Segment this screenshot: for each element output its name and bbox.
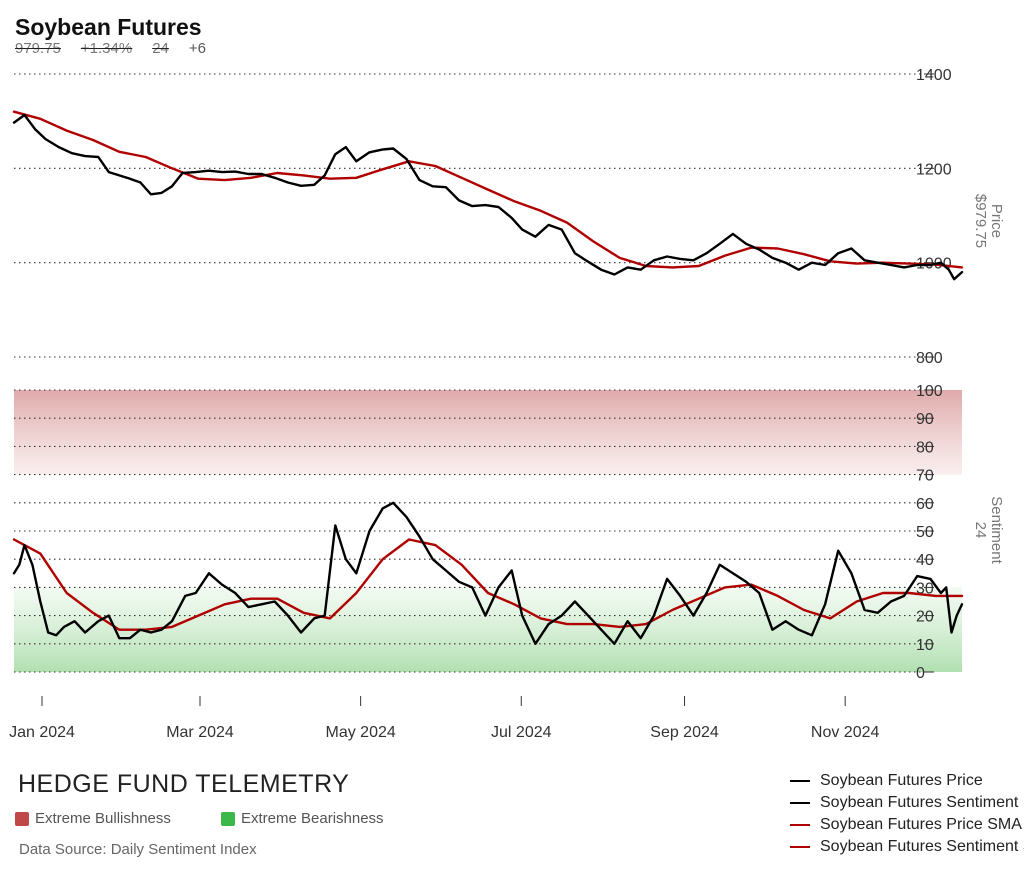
sentiment-tick-label: 60: [916, 496, 934, 513]
stat-sentiment: 24: [152, 40, 169, 57]
bullish-zone: [14, 390, 962, 475]
legend-item-sentiment[interactable]: Soybean Futures Sentiment: [790, 792, 1024, 814]
sentiment-tick-label: 0: [916, 665, 925, 682]
price-tick-label: 800: [916, 350, 943, 367]
bullish-swatch: [15, 811, 29, 826]
bearish-zone: [14, 587, 962, 672]
bearish-swatch: [221, 811, 235, 826]
series-legend: Soybean Futures Price Soybean Futures Se…: [790, 770, 1024, 858]
x-tick-label: Nov 2024: [811, 724, 880, 741]
stat-change: +1.34%: [80, 40, 133, 57]
x-tick-labels: Jan 2024 Mar 2024 May 2024 Jul 2024 Sep 2024…: [9, 696, 880, 741]
sentiment-tick-label: 20: [916, 609, 934, 626]
x-tick-label: Sep 2024: [650, 724, 719, 741]
sentiment-tick-label: 100: [916, 383, 943, 400]
data-source: Data Source: Daily Sentiment Index: [19, 841, 257, 858]
sentiment-tick-label: 80: [916, 439, 934, 456]
x-tick-label: Jul 2024: [491, 724, 552, 741]
legend-item-price[interactable]: Soybean Futures Price: [790, 770, 1024, 792]
stat-price: 979.75: [15, 40, 61, 57]
price-tick-label: 1400: [916, 67, 952, 84]
sentiment-tick-label: 50: [916, 524, 934, 541]
price-tick-label: 1200: [916, 161, 952, 178]
zone-legend-bullish: Extreme Bullishness: [15, 810, 171, 827]
chart-title: Soybean Futures: [15, 14, 202, 40]
sentiment-sma-line: [12, 538, 964, 631]
sentiment-tick-label: 70: [916, 468, 934, 485]
sentiment-zones: [14, 390, 962, 672]
gridlines: [14, 73, 934, 673]
price-line: [12, 113, 964, 281]
sentiment-tick-label: 90: [916, 411, 934, 428]
sentiment-tick-label: 10: [916, 637, 934, 654]
legend-item-sentiment-sma[interactable]: Soybean Futures Sentiment SMA: [790, 836, 1024, 858]
zone-legend-bearish: Extreme Bearishness: [221, 810, 384, 827]
stat-line: 979.75 +1.34% 24 +6: [15, 40, 206, 57]
stat-sentiment-change: +6: [188, 40, 206, 57]
brand-logo: HEDGE FUND TELEMETRY: [18, 770, 350, 798]
x-tick-label: Jan 2024: [9, 724, 75, 741]
legend-item-price-sma[interactable]: Soybean Futures Price SMA: [790, 814, 1024, 836]
sentiment-line: [12, 501, 964, 645]
x-tick-label: May 2024: [326, 724, 396, 741]
sentiment-tick-label: 40: [916, 552, 934, 569]
price-axis-title: Price $979.75: [972, 193, 1005, 249]
series-lines: [12, 110, 964, 645]
price-sma-line: [12, 110, 964, 269]
x-tick-label: Mar 2024: [166, 724, 234, 741]
sentiment-axis-title: Sentiment 24: [972, 496, 1005, 564]
